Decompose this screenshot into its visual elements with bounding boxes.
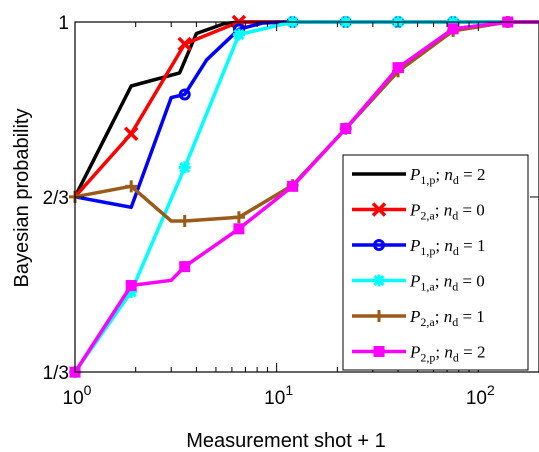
x-tick-label-1: 101: [264, 382, 293, 409]
y-tick-label-2: 1: [58, 13, 69, 34]
series-5-point-7: [447, 23, 459, 35]
y-axis-title: Bayesian probability: [11, 109, 33, 288]
series-5-point-4: [287, 180, 299, 192]
legend-marker-3: [373, 274, 385, 287]
legend-label-1: P2,a; nd = 0: [409, 201, 485, 223]
ticks-layer: 100 101 102 1/3 2/3 1: [43, 13, 539, 409]
series-5-point-6: [392, 62, 404, 74]
series-4-point-3: [232, 211, 245, 224]
legend-marker-4: [373, 310, 385, 322]
legend-marker-1: [371, 202, 387, 217]
legend-item-4: P2,a; nd = 1: [352, 307, 485, 329]
legend-marker-2: [373, 239, 385, 251]
legend-items: P1,p; nd = 2 P2,a; nd = 0 P1,p; nd = 1 P1,a…: [352, 165, 485, 365]
legend-box: [342, 154, 529, 371]
series-3-point-1: [125, 285, 138, 298]
series-2-point-0: [178, 88, 191, 101]
series-4-point-1: [125, 180, 138, 193]
series-1-point-0: [123, 126, 139, 142]
legend-label-4: P2,a; nd = 1: [409, 307, 485, 329]
legend-label-3: P1,a; nd = 0: [409, 272, 485, 294]
legend-item-3: P1,a; nd = 0: [352, 272, 485, 294]
series-5-point-1: [125, 280, 137, 292]
legend-marker-5: [373, 346, 385, 357]
series-5-point-3: [233, 223, 245, 235]
legend-item-1: P2,a; nd = 0: [352, 201, 485, 223]
y-tick-label-0: 1/3: [43, 363, 69, 384]
legend-label-2: P1,p; nd = 1: [409, 236, 485, 258]
legend-item-2: P1,p; nd = 1: [352, 236, 485, 258]
series-5-point-2: [179, 261, 191, 273]
legend-item-5: P2,p; nd = 2: [352, 343, 485, 365]
legend-label-5: P2,p; nd = 2: [409, 343, 485, 365]
legend: P1,p; nd = 2 P2,a; nd = 0 P1,p; nd = 1 P1,a…: [342, 154, 529, 371]
legend-label-0: P1,p; nd = 2: [409, 165, 485, 187]
series-3-point-2: [178, 161, 191, 174]
x-tick-label-2: 102: [466, 382, 495, 409]
series-1-point-1: [177, 36, 192, 52]
y-tick-label-1: 2/3: [43, 188, 69, 209]
series-5-point-5: [340, 123, 352, 135]
x-axis-title: Measurement shot + 1: [186, 430, 386, 452]
legend-item-0: P1,p; nd = 2: [352, 165, 485, 187]
series-3-point-3: [232, 28, 245, 41]
series-4-point-2: [178, 214, 191, 227]
x-tick-label-0: 100: [63, 382, 92, 409]
